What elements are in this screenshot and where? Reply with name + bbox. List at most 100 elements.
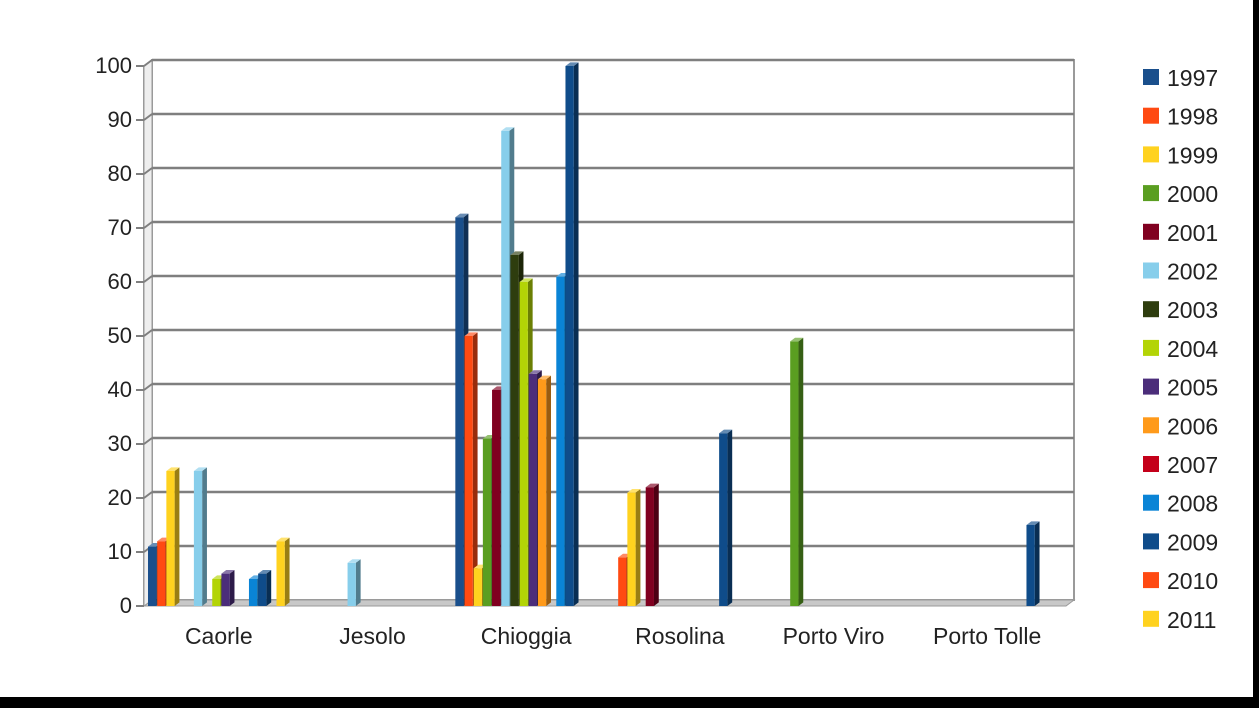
- legend-item-1997: 1997: [1143, 65, 1218, 91]
- bar-front: [492, 390, 501, 606]
- bar-top: [519, 278, 533, 282]
- legend-item-2001: 2001: [1143, 220, 1218, 246]
- bar-side: [266, 570, 272, 606]
- legend-label: 2005: [1167, 375, 1218, 401]
- bar-side: [635, 489, 641, 606]
- bar-top: [510, 251, 524, 255]
- bar-side: [284, 537, 290, 606]
- legend-item-2005: 2005: [1143, 375, 1218, 401]
- legend-swatch: [1143, 533, 1159, 550]
- bar-top: [455, 213, 469, 218]
- legend-swatch: [1143, 107, 1159, 124]
- bar-top: [276, 537, 290, 542]
- bar-front: [473, 568, 482, 606]
- x-tick-label: Jesolo: [339, 623, 405, 649]
- bar-top: [501, 127, 515, 131]
- bar-front: [221, 573, 230, 606]
- bar-front: [519, 282, 528, 606]
- bar-porto-viro-2000: [790, 337, 804, 606]
- bar-jesolo-2002: [347, 559, 361, 606]
- legend-item-2000: 2000: [1143, 181, 1218, 207]
- gridline-side: [143, 113, 153, 121]
- y-tick-label: 100: [95, 53, 132, 78]
- bar-top: [537, 375, 551, 380]
- bar-front: [537, 379, 547, 606]
- bar-top: [347, 559, 361, 563]
- gridline-side: [143, 59, 153, 67]
- bar-front: [627, 492, 636, 606]
- bar-front: [719, 433, 728, 606]
- legend-label: 2004: [1167, 336, 1218, 362]
- bar-front: [193, 471, 203, 606]
- bar-caorle-2011: [276, 537, 290, 606]
- y-tick-label: 60: [108, 269, 132, 294]
- legend-label: 2001: [1167, 220, 1218, 246]
- legend-label: 1999: [1167, 142, 1218, 168]
- x-tick-label: Caorle: [185, 623, 253, 649]
- bar-front: [501, 130, 510, 607]
- bar-top: [221, 570, 235, 574]
- legend-item-2009: 2009: [1143, 529, 1218, 555]
- bar-front: [258, 573, 267, 606]
- bar-side: [546, 375, 551, 606]
- bar-side: [798, 337, 804, 606]
- bar-chioggia-2009: [565, 62, 579, 606]
- bar-top: [645, 483, 659, 488]
- bar-front: [347, 562, 356, 606]
- legend-label: 2007: [1167, 452, 1218, 478]
- y-tick-label: 20: [108, 485, 132, 510]
- legend-label: 2000: [1167, 181, 1218, 207]
- legend-swatch: [1143, 301, 1159, 318]
- legend: 1997 1998 1999 2000 2001 2002 2003 2004 2005 2006…: [1143, 65, 1218, 633]
- bar-front: [618, 557, 627, 606]
- bar-front: [276, 541, 285, 606]
- gridline-side: [143, 437, 153, 445]
- bar-caorle-2009: [258, 570, 272, 606]
- bar-front: [1026, 525, 1035, 606]
- legend-label: 2010: [1167, 568, 1218, 594]
- bars-layer: [148, 62, 1040, 607]
- y-tick-label: 40: [108, 377, 132, 402]
- bar-caorle-2005: [221, 570, 235, 606]
- bar-front: [510, 255, 519, 606]
- y-tick-label: 90: [108, 107, 132, 132]
- legend-swatch: [1143, 417, 1159, 434]
- y-tick-label: 50: [108, 323, 132, 348]
- y-tick-label: 30: [108, 431, 132, 456]
- bar-side: [355, 559, 361, 606]
- bar-front: [556, 276, 565, 606]
- gridline-side: [143, 221, 153, 229]
- bar-caorle-2002: [193, 467, 207, 606]
- legend-item-2006: 2006: [1143, 413, 1218, 439]
- legend-swatch: [1143, 339, 1159, 356]
- grid-layer: [136, 58, 1076, 607]
- bar-chioggia-2006: [537, 375, 551, 606]
- bar-top: [464, 332, 478, 336]
- legend-swatch: [1143, 223, 1159, 240]
- bar-caorle-1999: [166, 467, 180, 606]
- bar-front: [464, 336, 473, 606]
- legend-item-2007: 2007: [1143, 452, 1218, 478]
- bar-side: [1034, 521, 1040, 606]
- gridline-side: [143, 329, 153, 337]
- bar-chioggia-1998: [464, 332, 478, 606]
- bar-front: [482, 438, 492, 606]
- bar-front: [148, 546, 157, 606]
- legend-item-1999: 1999: [1143, 142, 1218, 168]
- gridline-side: [143, 383, 153, 391]
- bar-top: [627, 489, 641, 493]
- bar-front: [455, 217, 464, 606]
- y-tick-label: 70: [108, 215, 132, 240]
- legend-swatch: [1143, 378, 1159, 395]
- bar-front: [212, 579, 221, 606]
- legend-swatch: [1143, 146, 1159, 163]
- bar-front: [565, 66, 574, 606]
- chart-canvas: 0 10 20 30 40 50 60 70 80 90 100 Caorle Jesolo Chiog…: [0, 0, 1253, 697]
- legend-swatch: [1143, 262, 1159, 279]
- bar-chart: 0 10 20 30 40 50 60 70 80 90 100 Caorle Jesolo Chiog…: [95, 53, 1218, 649]
- legend-label: 2006: [1167, 413, 1218, 439]
- legend-label: 2011: [1167, 607, 1216, 633]
- bar-top: [790, 337, 804, 342]
- legend-label: 2008: [1167, 491, 1218, 517]
- legend-label: 2002: [1167, 259, 1218, 285]
